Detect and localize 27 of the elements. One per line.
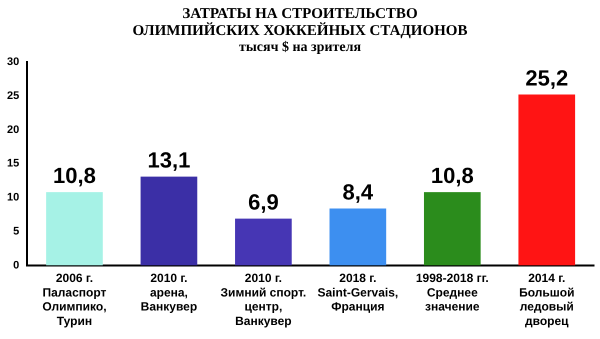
x-tick-label: 1998-2018 гг. Среднее значение xyxy=(416,270,489,314)
y-tick-label: 20 xyxy=(6,124,20,136)
y-tick-label: 0 xyxy=(13,259,20,272)
data-label: 6,9 xyxy=(248,190,279,215)
x-tick-label: 2010 г. Зимний спорт. центр, Ванкувер xyxy=(220,270,306,328)
x-tick-label: 2018 г. Saint-Gervais, Франция xyxy=(317,270,398,314)
bar xyxy=(140,176,198,266)
data-label: 10,8 xyxy=(430,163,474,188)
x-tick-label: 2014 г. Большой ледовый дворец xyxy=(519,270,574,328)
y-tick-label: 15 xyxy=(6,158,20,170)
x-tick-label: 2010 г. арена, Ванкувер xyxy=(140,270,198,314)
data-label: 8,4 xyxy=(342,180,374,205)
bar xyxy=(518,94,576,266)
data-label: 25,2 xyxy=(525,66,568,91)
bar xyxy=(424,192,481,266)
bar xyxy=(330,208,386,266)
data-label: 13,1 xyxy=(148,148,190,173)
y-tick-label: 10 xyxy=(6,192,20,204)
chart-title: ЗАТРАТЫ НА СТРОИТЕЛЬСТВО ОЛИМПИЙСКИХ ХОККЕЙНЫХ СТАДИОНОВ xyxy=(132,6,468,40)
y-tick-label: 5 xyxy=(13,226,20,238)
bar xyxy=(235,218,292,266)
y-tick-label: 25 xyxy=(6,90,20,102)
data-label: 10,8 xyxy=(53,163,96,188)
x-tick-label: 2006 г. Паласпорт Олимпико, Турин xyxy=(42,270,107,328)
y-tick-label: 30 xyxy=(6,56,20,68)
bar xyxy=(46,192,103,266)
chart-subtitle: тысяч $ на зрителя xyxy=(238,40,362,56)
